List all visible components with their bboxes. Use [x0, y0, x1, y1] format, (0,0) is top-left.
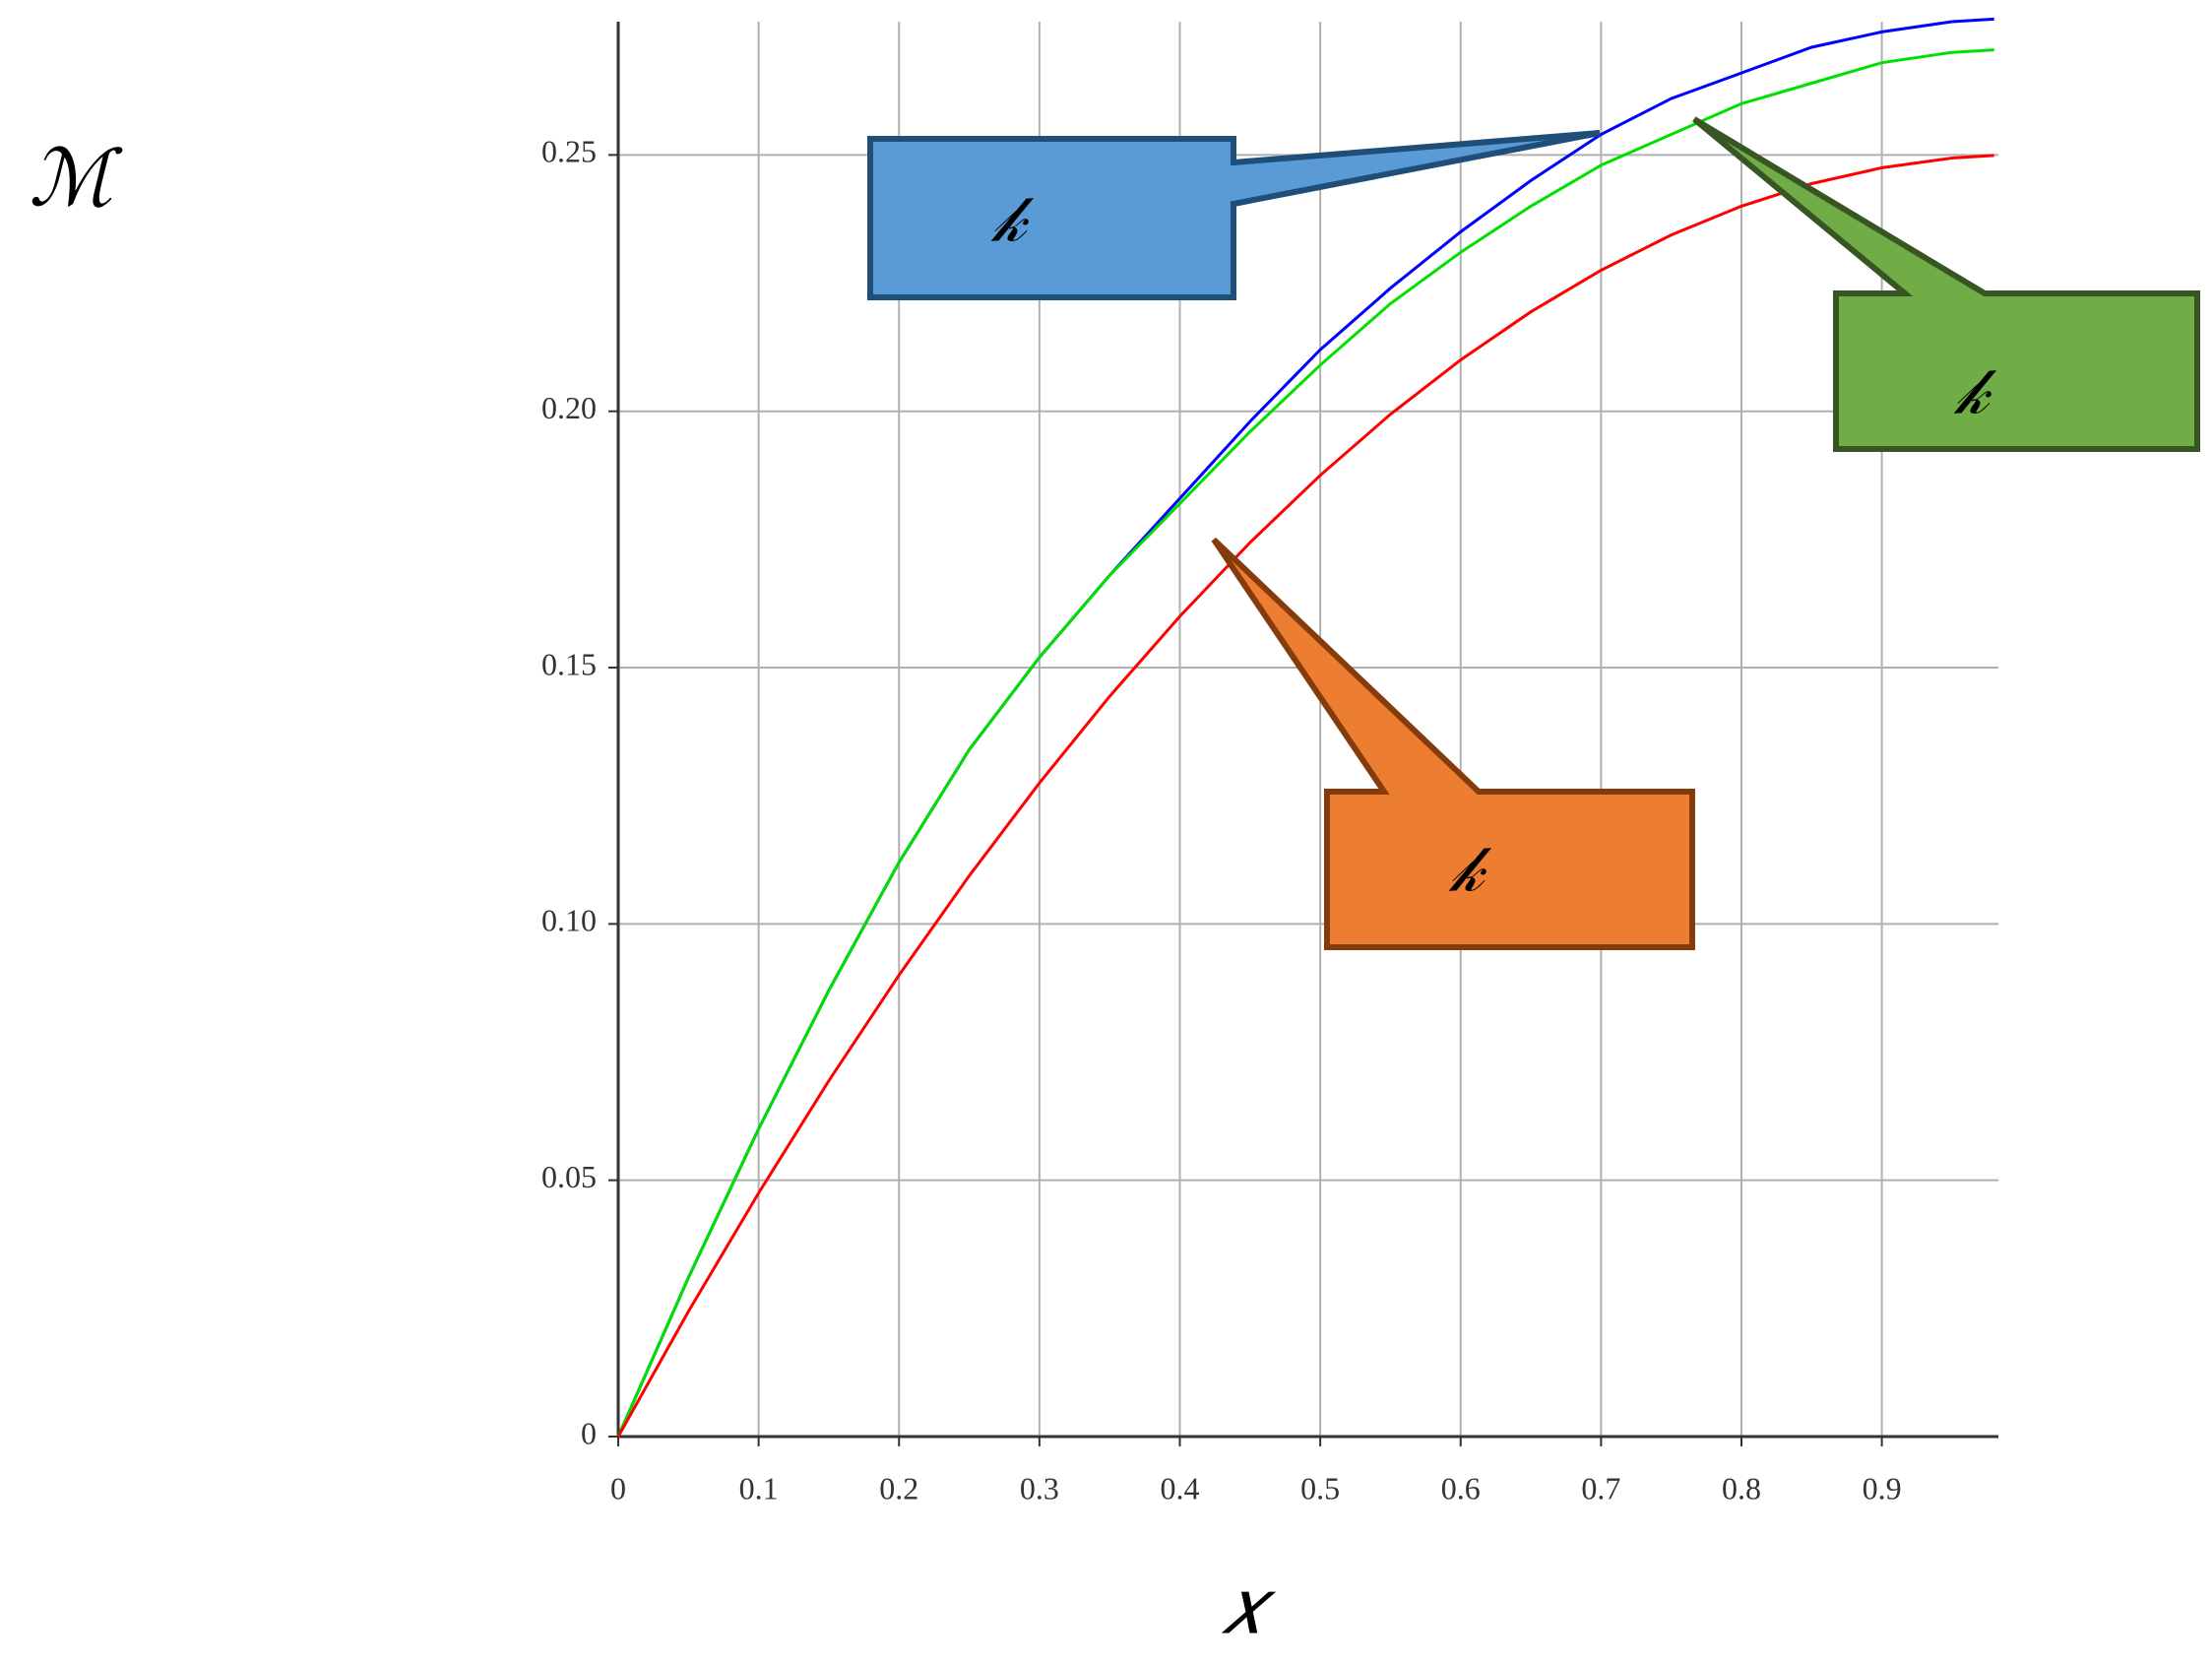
- x-tick-label: 0.6: [1441, 1470, 1481, 1505]
- x-tick-label: 0: [610, 1470, 626, 1505]
- y-tick-label: 0.15: [541, 646, 597, 681]
- series-line: [616, 154, 1994, 1438]
- y-tick-label: 0.25: [541, 134, 597, 169]
- x-tick-label: 0.4: [1160, 1470, 1199, 1505]
- callout: [867, 130, 1601, 300]
- x-tick-label: 0.3: [1020, 1470, 1059, 1505]
- y-axis-label: ℳ: [29, 136, 123, 223]
- x-tick-label: 0.2: [879, 1470, 918, 1505]
- y-tick-label: 0: [581, 1415, 597, 1450]
- x-tick-label: 0.9: [1863, 1470, 1902, 1505]
- callout: [1211, 537, 1695, 950]
- series-line: [616, 48, 1994, 1438]
- y-tick-label: 0.10: [541, 903, 597, 938]
- x-tick-label: 0.1: [739, 1470, 779, 1505]
- callout: [1692, 116, 2200, 452]
- x-tick-label: 0.5: [1300, 1470, 1340, 1505]
- y-tick-label: 0.20: [541, 390, 597, 425]
- series-line: [616, 17, 1994, 1438]
- x-axis-label: 𝑥: [1222, 1564, 1277, 1650]
- x-tick-label: 0.8: [1722, 1470, 1761, 1505]
- x-tick-label: 0.7: [1581, 1470, 1620, 1505]
- y-tick-label: 0.05: [541, 1159, 597, 1194]
